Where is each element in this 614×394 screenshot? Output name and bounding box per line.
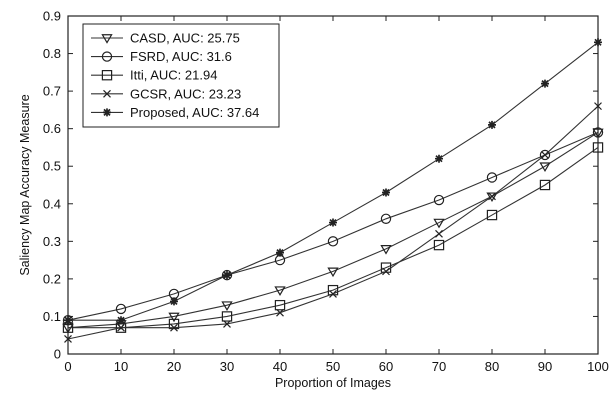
x-tick-label: 0 [64,359,71,374]
y-tick-label: 0.7 [43,84,61,99]
y-tick-label: 0 [54,347,61,362]
data-point-series-4 [541,79,549,88]
data-point-series-2 [592,142,604,153]
data-point-series-3 [488,192,496,201]
legend-label: Proposed, AUC: 37.64 [130,105,259,120]
x-tick-label: 70 [432,359,446,374]
data-point-series-3 [117,323,125,332]
data-point-series-0 [539,162,551,173]
data-point-series-0 [327,267,339,278]
data-point-series-2 [433,239,445,251]
legend-label: CASD, AUC: 25.75 [130,31,240,46]
x-tick-label: 50 [326,359,340,374]
data-point-series-4 [276,248,284,257]
data-point-series-0 [274,286,286,296]
data-point-series-3 [541,151,549,159]
data-point-series-0 [486,192,498,203]
y-axis-label: Saliency Map Accuracy Measure [18,94,32,275]
x-tick-label: 100 [587,359,609,374]
data-point-series-3 [64,335,72,343]
data-point-series-1 [539,149,551,161]
data-point-series-3 [594,102,602,111]
legend-label: GCSR, AUC: 23.23 [130,86,241,101]
y-tick-label: 0.2 [43,271,61,286]
data-point-series-0 [221,301,233,311]
x-tick-label: 40 [273,359,287,374]
y-tick-label: 0.4 [43,196,61,211]
legend-marker-0 [101,34,113,44]
data-point-series-1 [380,213,392,224]
legend-marker-4 [103,108,111,117]
data-point-series-3 [382,267,390,276]
data-point-series-3 [329,289,337,298]
y-tick-label: 0.5 [43,159,61,174]
data-point-series-1 [486,172,498,183]
data-point-series-4 [382,188,390,197]
x-tick-label: 20 [167,359,181,374]
x-axis-label: Proportion of Images [275,376,391,390]
legend-marker-3 [103,89,111,98]
data-point-series-3 [276,308,284,317]
x-tick-label: 30 [220,359,234,374]
data-point-series-4 [117,316,125,325]
data-point-series-0 [380,245,392,255]
data-point-series-4 [64,316,72,325]
data-point-series-2 [274,299,286,311]
y-tick-label: 0.1 [43,309,61,324]
data-point-series-3 [435,229,443,238]
x-tick-label: 80 [485,359,499,374]
y-tick-label: 0.9 [43,9,61,24]
data-point-series-0 [168,312,180,323]
series-line-1 [67,131,599,321]
data-point-series-4 [170,297,178,306]
y-tick-label: 0.6 [43,121,61,136]
x-tick-label: 90 [538,359,552,374]
data-point-series-4 [223,271,231,280]
series-line-0 [67,131,599,329]
y-tick-label: 0.3 [43,234,61,249]
data-point-series-4 [594,38,602,47]
data-point-series-1 [433,194,445,206]
x-tick-label: 60 [379,359,393,374]
series-line-2 [68,146,599,329]
data-point-series-3 [223,320,231,328]
data-point-series-4 [488,120,496,129]
data-point-series-2 [486,209,498,221]
data-point-series-3 [170,323,178,332]
y-tick-label: 0.8 [43,46,61,61]
legend-marker-1 [101,51,113,62]
data-point-series-1 [327,236,339,247]
data-point-series-4 [329,218,337,227]
data-point-series-2 [221,311,233,322]
legend-label: FSRD, AUC: 31.6 [130,49,232,64]
data-point-series-4 [435,154,443,163]
data-point-series-1 [115,303,127,315]
data-point-series-0 [433,218,445,229]
x-tick-label: 10 [114,359,128,374]
legend-label: Itti, AUC: 21.94 [130,68,217,83]
data-point-series-2 [539,179,551,191]
data-point-series-1 [592,127,604,138]
data-point-series-1 [221,269,233,281]
legend-marker-2 [101,69,113,81]
